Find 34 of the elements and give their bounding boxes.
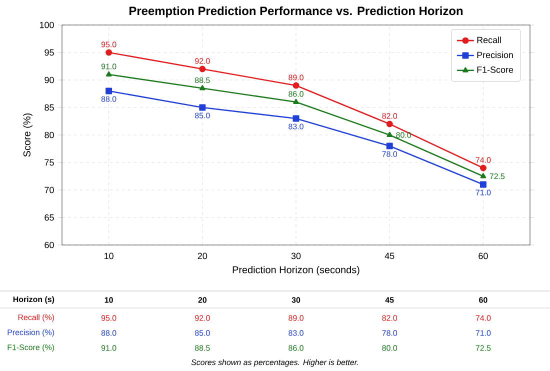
chart-title: Preemption Prediction Performance vs. Prediction Horizon [130, 6, 463, 18]
y-axis-title: Score (%) [23, 113, 32, 157]
x-tick-label: 20 [198, 252, 208, 260]
point [200, 85, 206, 90]
point [106, 71, 112, 76]
x-tick-label: 60 [478, 252, 488, 260]
point [106, 88, 112, 94]
x-tick-label: 45 [384, 252, 394, 260]
legend-label: Recall [477, 36, 501, 44]
y-tick-label: 65 [44, 214, 54, 221]
y-tick-label: 95 [44, 49, 54, 56]
point [293, 98, 299, 104]
point [386, 142, 393, 150]
point [106, 49, 112, 56]
y-tick-label: 85 [44, 104, 54, 111]
point [292, 82, 300, 89]
y-tick-label: 70 [44, 186, 54, 194]
point [386, 132, 392, 137]
y-tick-label: 75 [44, 159, 54, 166]
x-tick-label: 10 [104, 252, 114, 260]
legend-label: Precision [477, 52, 513, 58]
x-tick-label: 30 [291, 252, 301, 260]
y-tick-label: 100 [40, 22, 54, 28]
point [199, 66, 206, 72]
y-tick-label: 60 [44, 242, 54, 248]
point [480, 164, 486, 172]
point [480, 181, 486, 188]
point [199, 104, 206, 111]
y-tick-label: 90 [44, 76, 54, 84]
x-axis-title: Prediction Horizon (seconds) [232, 266, 360, 276]
legend-label: F1-Score [477, 66, 514, 73]
y-tick-label: 80 [44, 132, 54, 138]
point [386, 120, 393, 128]
point [480, 173, 486, 178]
